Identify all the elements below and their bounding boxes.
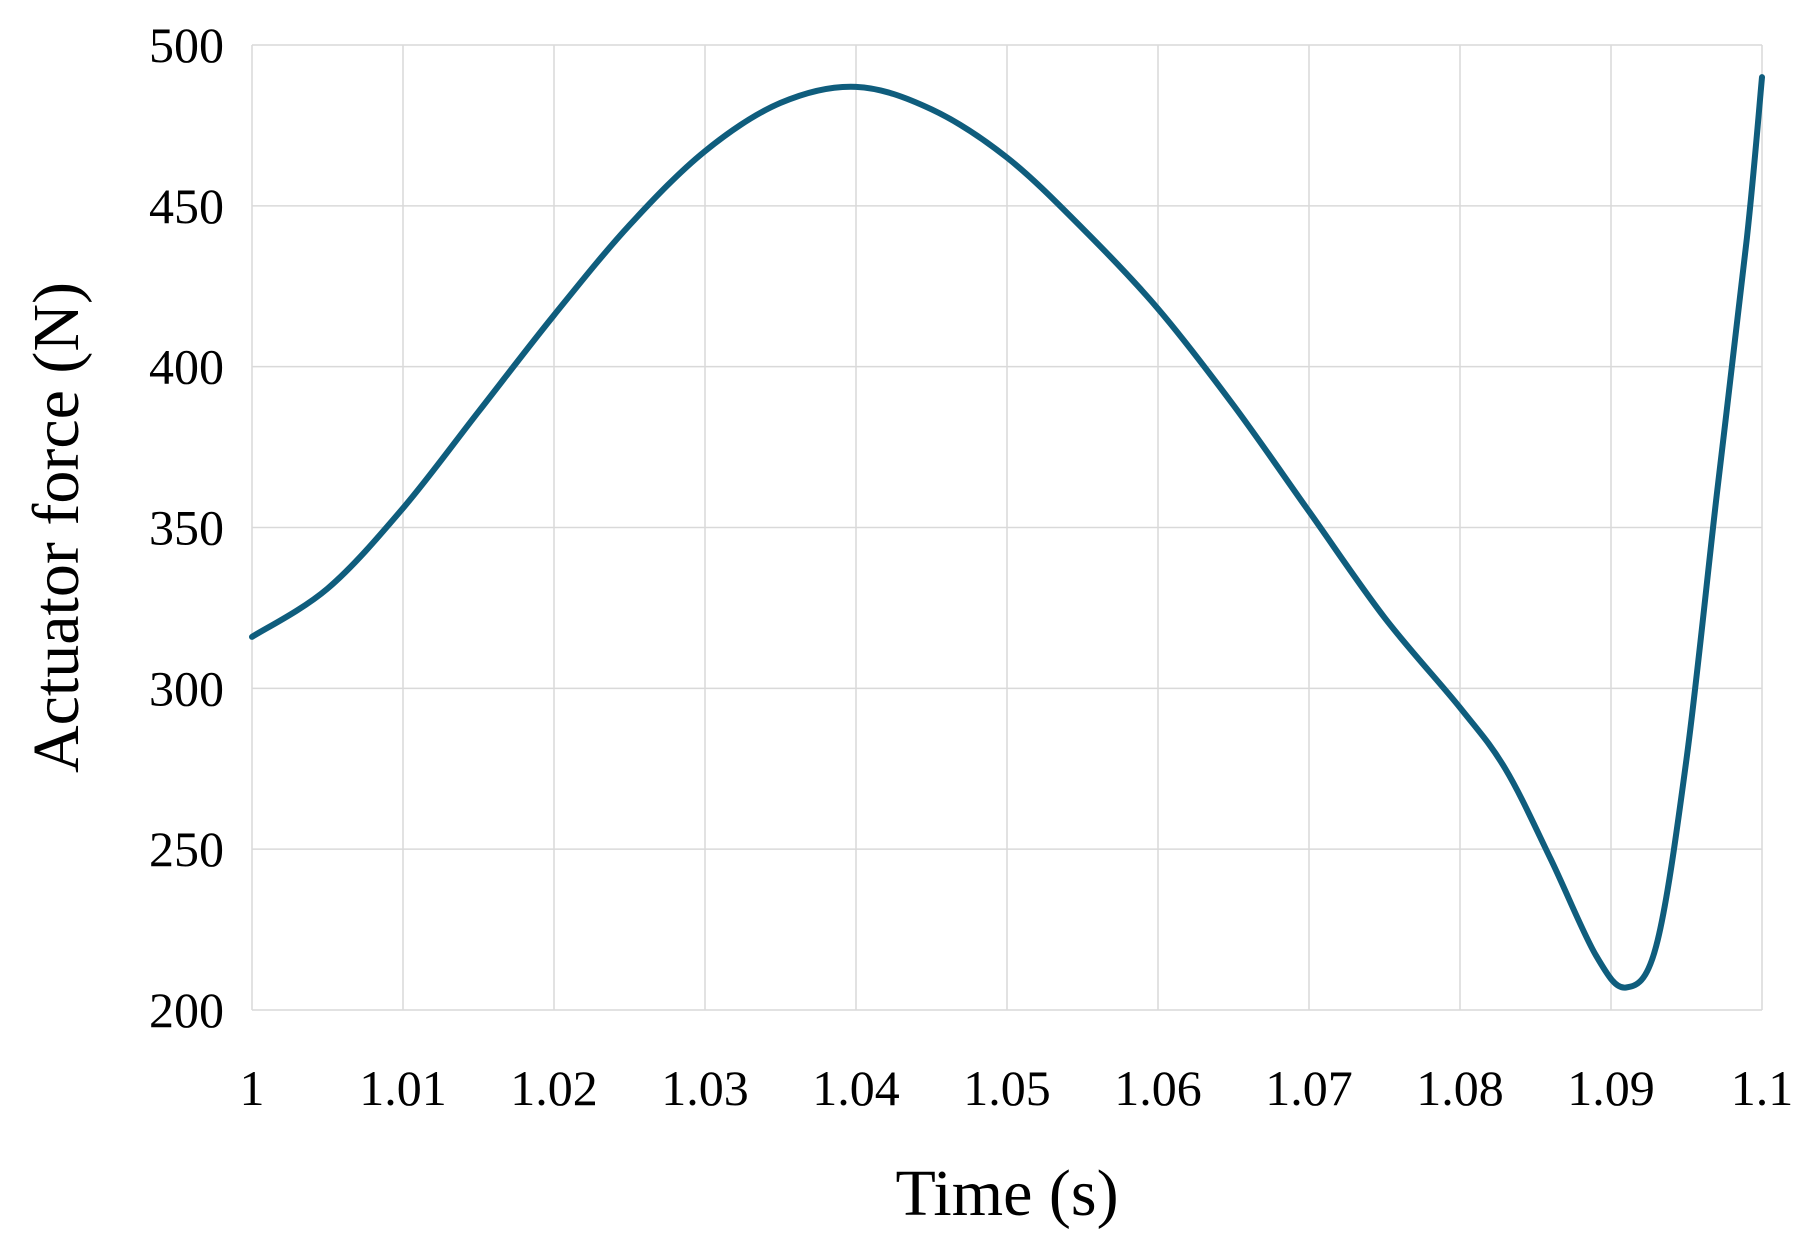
x-tick-label: 1.02 [510, 1060, 598, 1116]
x-tick-label: 1 [240, 1060, 265, 1116]
y-tick-label: 250 [149, 821, 224, 877]
y-axis-ticks: 200 250 300 350 400 450 500 [149, 17, 224, 1038]
x-tick-label: 1.06 [1114, 1060, 1202, 1116]
series-line-0 [249, 74, 1765, 991]
x-axis-ticks: 1 1.01 1.02 1.03 1.04 1.05 1.06 1.07 1.08 1.09 1.1 [240, 1060, 1794, 1116]
y-tick-label: 400 [149, 339, 224, 395]
series-layer [249, 74, 1765, 991]
y-tick-label: 500 [149, 17, 224, 73]
x-tick-label: 1.01 [359, 1060, 447, 1116]
y-tick-label: 450 [149, 178, 224, 234]
x-tick-label: 1.08 [1416, 1060, 1504, 1116]
y-tick-label: 200 [149, 982, 224, 1038]
y-tick-label: 300 [149, 660, 224, 716]
grid [251, 44, 1763, 1011]
x-tick-label: 1.1 [1731, 1060, 1794, 1116]
y-tick-label: 350 [149, 500, 224, 556]
x-tick-label: 1.09 [1567, 1060, 1655, 1116]
x-tick-label: 1.03 [661, 1060, 749, 1116]
y-axis-title: Actuator force (N) [20, 282, 93, 773]
x-tick-label: 1.04 [812, 1060, 900, 1116]
x-tick-label: 1.07 [1265, 1060, 1353, 1116]
x-tick-label: 1.05 [963, 1060, 1051, 1116]
x-axis-title: Time (s) [895, 1157, 1118, 1230]
